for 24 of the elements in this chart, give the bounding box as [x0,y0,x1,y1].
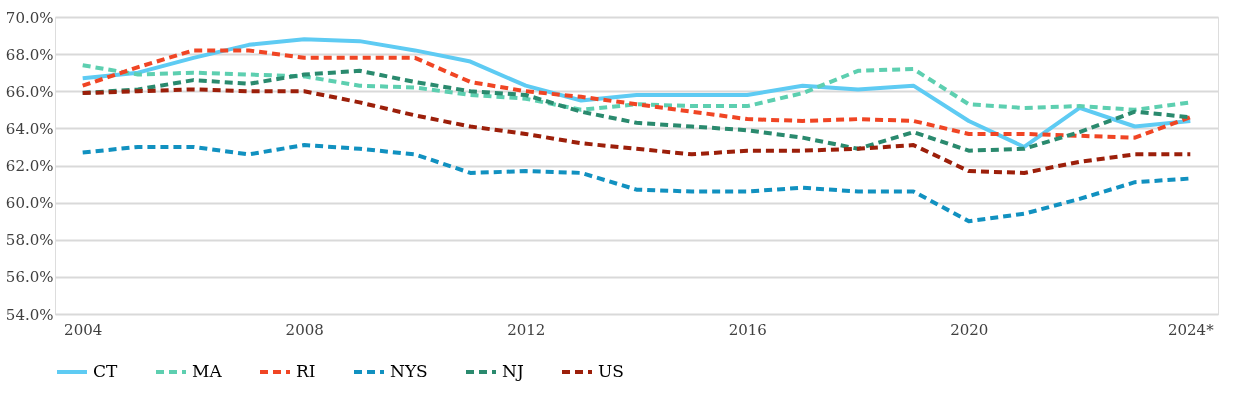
y-tick-label: 64.0% [5,119,54,138]
legend-label: MA [192,361,223,381]
y-tick-label: 56.0% [5,268,54,287]
y-tick-label: 68.0% [5,45,54,64]
x-tick-label: 2012 [507,320,546,339]
x-tick-label: 2008 [285,320,324,339]
line-series [80,48,1193,140]
y-tick-label: 62.0% [5,157,54,175]
legend-label: NJ [502,361,524,381]
x-tick-label: 2020 [950,320,989,339]
legend-label: US [598,361,624,381]
legend-label: RI [296,361,316,381]
legend-label: NYS [390,361,428,381]
x-tick-label: 2024* [1167,320,1215,339]
line-series [80,37,1193,149]
y-tick-label: 58.0% [5,231,54,250]
x-tick-label: 2004 [64,320,103,339]
y-tick-label: 66.0% [5,82,54,101]
x-tick-label: 2016 [728,320,767,339]
y-tick-label: 70.0% [5,8,54,27]
legend-label: CT [93,361,119,381]
y-tick-label: 54.0% [5,305,54,324]
y-tick-label: 60.0% [5,194,54,213]
line-series [80,87,1193,175]
